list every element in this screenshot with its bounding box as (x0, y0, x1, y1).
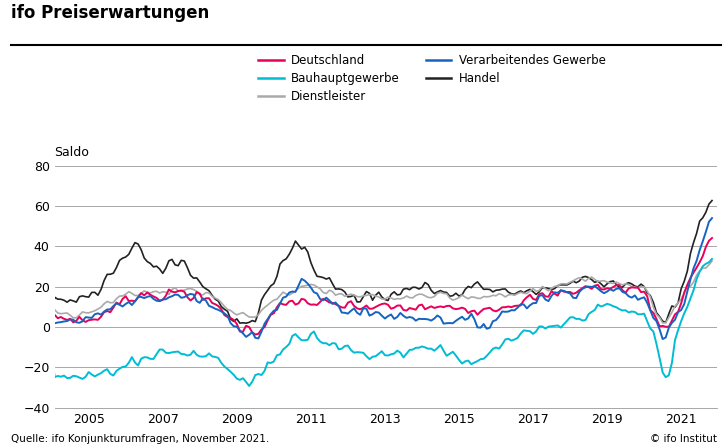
Text: Dienstleister: Dienstleister (291, 90, 366, 103)
Text: Handel: Handel (459, 72, 500, 85)
Text: Bauhauptgewerbe: Bauhauptgewerbe (291, 72, 400, 85)
Text: Verarbeitendes Gewerbe: Verarbeitendes Gewerbe (459, 54, 606, 67)
Text: ifo Preiserwartungen: ifo Preiserwartungen (11, 4, 209, 22)
Text: Quelle: ifo Konjunkturumfragen, November 2021.: Quelle: ifo Konjunkturumfragen, November… (11, 434, 269, 444)
Text: © ifo Institut: © ifo Institut (650, 434, 717, 444)
Text: Saldo: Saldo (55, 146, 90, 159)
Text: Deutschland: Deutschland (291, 54, 365, 67)
